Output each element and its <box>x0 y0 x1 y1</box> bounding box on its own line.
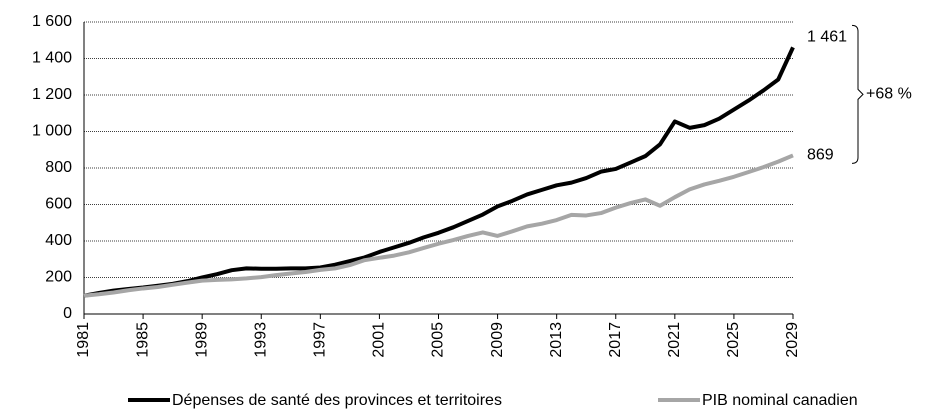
x-tick-label: 2001 <box>371 322 388 358</box>
x-tick-label: 1989 <box>193 322 210 358</box>
end-label: 869 <box>807 147 834 164</box>
y-tick-label: 800 <box>45 159 72 176</box>
y-tick-label: 1 600 <box>32 13 72 30</box>
x-tick-label: 2005 <box>430 322 447 358</box>
y-tick-label: 400 <box>45 232 72 249</box>
annotation: +68 % <box>866 86 912 103</box>
y-tick-label: 200 <box>45 269 72 286</box>
y-tick-label: 0 <box>63 305 72 322</box>
x-tick-label: 1985 <box>134 322 151 358</box>
y-tick-label: 600 <box>45 196 72 213</box>
series-line <box>83 46 795 298</box>
x-tick-label: 2013 <box>548 322 565 358</box>
y-tick-label: 1 000 <box>32 123 72 140</box>
x-tick-label: 2009 <box>489 322 506 358</box>
bracket <box>851 24 864 164</box>
x-tick-label: 2017 <box>607 322 624 358</box>
x-tick-label: 1993 <box>252 322 269 358</box>
legend-label: PIB nominal canadien <box>702 392 858 409</box>
x-tick-label: 1981 <box>75 322 92 358</box>
series-line <box>83 153 794 298</box>
x-tick-label: 2021 <box>666 322 683 358</box>
x-tick-label: 1997 <box>312 322 329 358</box>
legend-label: Dépenses de santé des provinces et terri… <box>172 392 502 409</box>
y-tick-label: 1 200 <box>32 86 72 103</box>
x-tick-label: 2029 <box>784 322 801 358</box>
x-tick-label: 2025 <box>725 322 742 358</box>
y-tick-label: 1 400 <box>32 50 72 67</box>
end-label: 1 461 <box>807 29 847 46</box>
